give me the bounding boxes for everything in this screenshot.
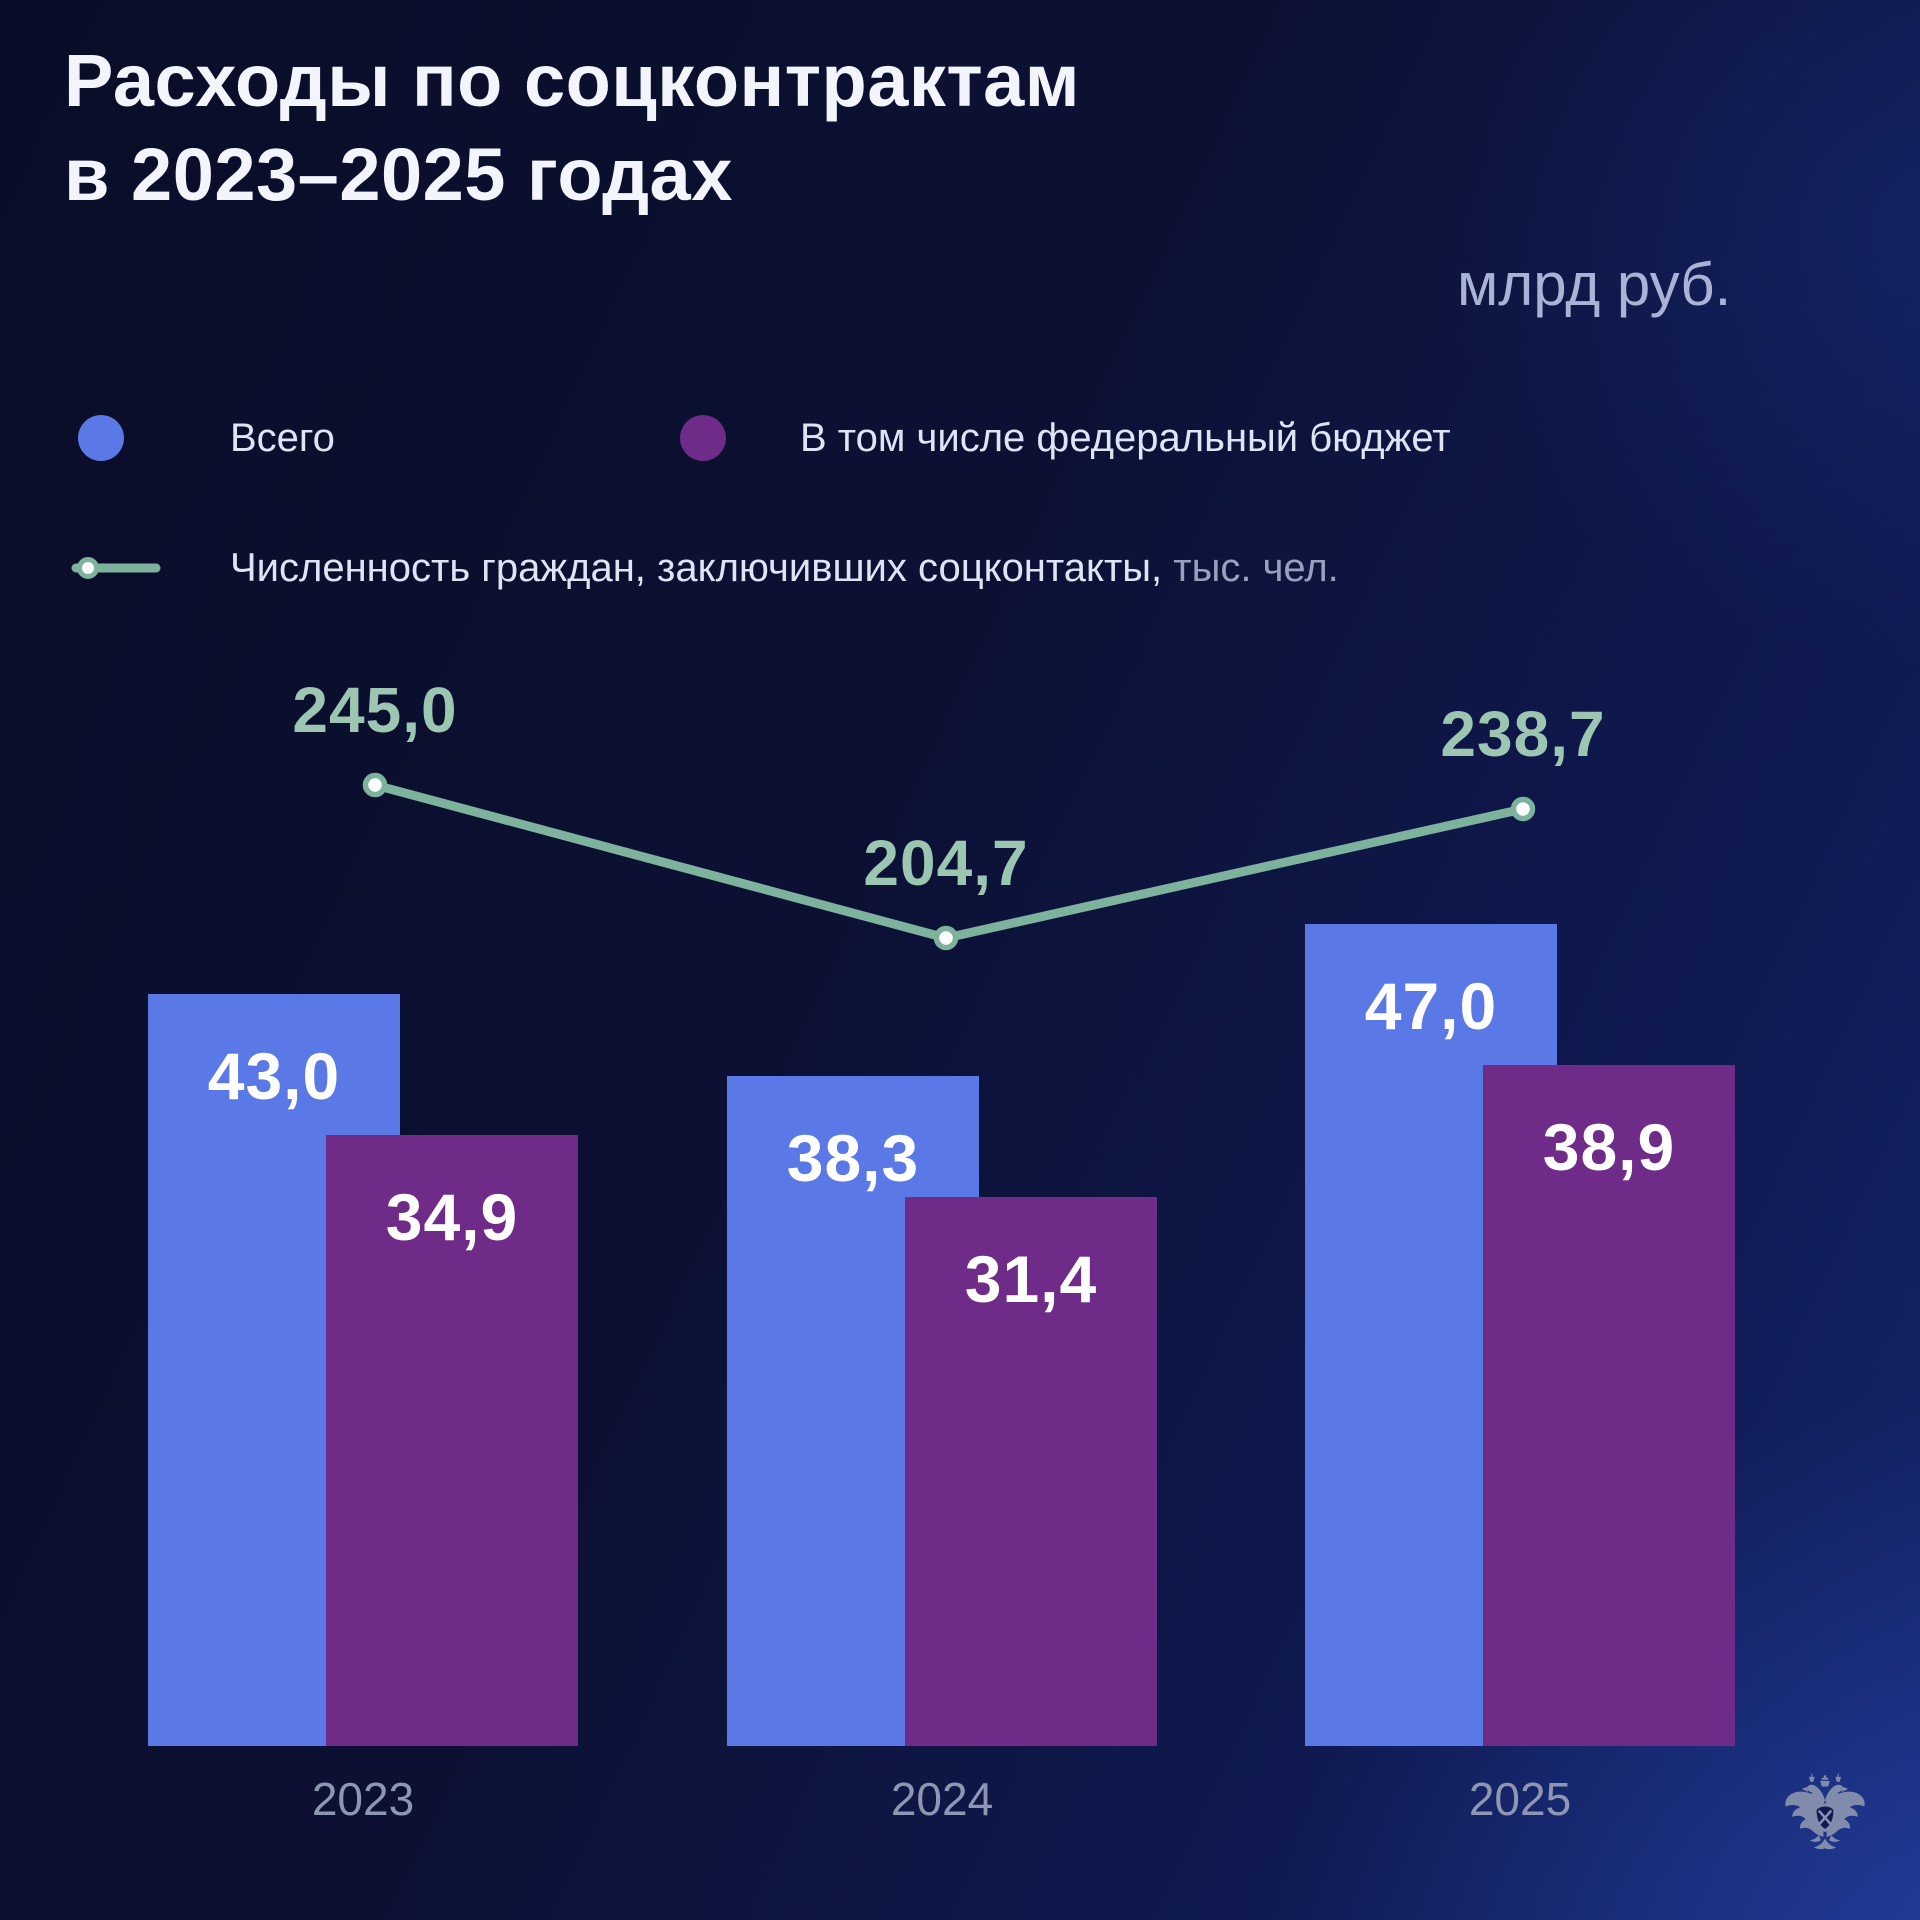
bar-total-2024: 38,3 <box>727 1075 979 1746</box>
bar-value-label: 43,0 <box>207 1038 341 1113</box>
line-point-2023 <box>362 772 388 798</box>
line-value-label-2023: 245,0 <box>292 674 458 746</box>
axis-label-2023: 2023 <box>311 1773 415 1825</box>
title-line-1: Расходы по соцконтрактам <box>64 39 1081 122</box>
legend-federal-swatch <box>680 415 726 461</box>
line-value-label-2025: 238,7 <box>1440 698 1606 770</box>
legend-item-federal: В том числе федеральный бюджет <box>680 414 1451 462</box>
legend-total-swatch <box>78 415 124 461</box>
line-marker-icon <box>71 557 161 579</box>
axis-label-2025: 2025 <box>1468 1773 1572 1825</box>
unit-label: млрд руб. <box>1457 251 1732 318</box>
bar-federal-2024: 31,4 <box>905 1196 1157 1746</box>
bar-federal-2025: 38,9 <box>1483 1065 1735 1746</box>
citizens-line <box>370 780 1528 943</box>
bar-total-2023: 43,0 <box>148 993 400 1746</box>
line-point-2024 <box>933 925 959 951</box>
legend-item-citizens-line: Численность граждан, заключивших соцконт… <box>70 544 1339 592</box>
line-value-label-2024: 204,7 <box>863 827 1029 899</box>
bar-value-label: 38,3 <box>786 1120 920 1195</box>
bar-total-2025: 47,0 <box>1305 923 1557 1746</box>
legend-total-label: Всего <box>230 415 335 460</box>
bar-value-label: 31,4 <box>964 1241 1098 1316</box>
axis-label-2024: 2024 <box>890 1773 994 1825</box>
legend-federal-label: В том числе федеральный бюджет <box>800 415 1451 460</box>
title-line-2: в 2023–2025 годах <box>64 132 733 216</box>
legend-item-total: Всего <box>78 414 335 462</box>
bar-value-label: 47,0 <box>1364 968 1498 1043</box>
minfin-eagle-logo-icon <box>1785 1773 1865 1850</box>
legend-citizens-unit: тыс. чел. <box>1173 545 1339 590</box>
line-point-2025 <box>1510 796 1536 822</box>
bar-federal-2023: 34,9 <box>326 1135 578 1746</box>
page-title: Расходы по соцконтрактам в 2023–2025 год… <box>64 34 1080 222</box>
legend-citizens-label: Численность граждан, заключивших соцконт… <box>230 545 1339 590</box>
bar-value-label: 34,9 <box>385 1180 519 1255</box>
bar-value-label: 38,9 <box>1542 1110 1676 1185</box>
